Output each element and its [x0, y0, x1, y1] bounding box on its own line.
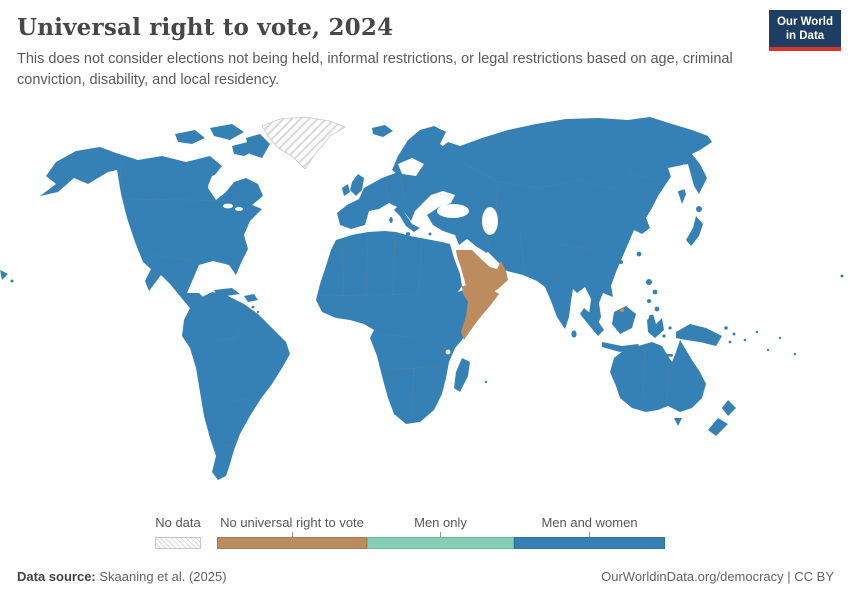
data-source-value: Skaaning et al. (2025): [95, 569, 227, 584]
owid-link-license[interactable]: OurWorldinData.org/democracy | CC BY: [601, 569, 834, 584]
legend-segment-label: No universal right to vote: [220, 515, 364, 530]
data-source-label: Data source:: [17, 569, 96, 584]
page-title: Universal right to vote, 2024: [17, 14, 394, 41]
country-borders: [119, 161, 670, 447]
legend-no-data-swatch: [155, 537, 201, 549]
legend-tick: [440, 532, 441, 537]
legend-no-data[interactable]: No data: [155, 515, 201, 549]
legend-no-data-label: No data: [155, 515, 201, 530]
legend-segment-swatch: [367, 537, 514, 549]
countries-men-and-women[interactable]: [0, 117, 844, 480]
data-source: Data source: Skaaning et al. (2025): [17, 569, 227, 584]
legend-segment-swatch: [217, 537, 367, 549]
chart-footer: Data source: Skaaning et al. (2025) OurW…: [17, 569, 834, 584]
legend-segment-swatch: [514, 537, 665, 549]
legend-segment-label: Men and women: [541, 515, 638, 530]
legend-segment-label: Men only: [414, 515, 467, 530]
legend-tick: [291, 532, 293, 537]
legend-segment-men-only[interactable]: Men only: [367, 515, 514, 549]
map-legend: No data No universal right to vote Men o…: [155, 515, 665, 549]
chart-header: Universal right to vote, 2024 This does …: [17, 14, 755, 90]
legend-segment-no-universal-right[interactable]: No universal right to vote: [217, 515, 367, 549]
owid-logo-line1: Our World: [776, 16, 833, 28]
owid-logo[interactable]: Our World in Data: [769, 10, 841, 52]
legend-segment-men-and-women[interactable]: Men and women: [514, 515, 665, 549]
chart-subtitle: This does not consider elections not bei…: [17, 51, 733, 88]
owid-logo-line2: in Data: [785, 30, 825, 43]
no-data-region-greenland[interactable]: [261, 116, 346, 170]
world-map[interactable]: [0, 104, 850, 502]
countries-no-universal-right[interactable]: [456, 250, 625, 340]
legend-tick: [589, 532, 590, 537]
